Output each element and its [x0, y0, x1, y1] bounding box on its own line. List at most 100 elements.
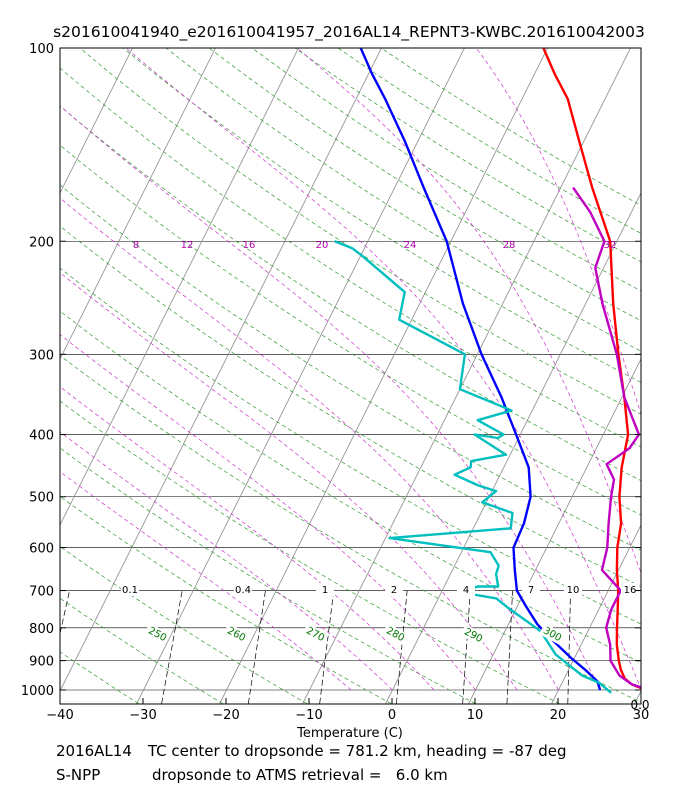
dry-adiabat-line [60, 225, 641, 588]
mixing-ratio-line [161, 590, 183, 704]
moist-adiabat-line [60, 105, 601, 691]
x-tick-label: 30 [633, 708, 650, 723]
skewt-chart: s201610041940_e201610041957_2016AL14_REP… [0, 0, 700, 740]
dry-adiabat-line [60, 144, 641, 516]
mixing-ratio-label-bg [522, 583, 540, 596]
mixing-ratio-label-bg [621, 583, 639, 596]
mixing-ratio-line [319, 590, 335, 704]
dry-adiabat-line [60, 597, 223, 704]
mixing-ratio-label: 16 [624, 585, 637, 596]
moist-adiabat-line [296, 48, 641, 574]
y-tick-label: 400 [29, 429, 54, 444]
dry-adiabat-line [165, 48, 641, 352]
moist-adiabat-line [60, 386, 435, 691]
x-tick-label: −30 [129, 708, 156, 723]
mixing-ratio-label-bg [385, 583, 403, 596]
mixing-ratio-label: 4 [463, 585, 469, 596]
chart-axes: −40 −30 −20 −10 0 10 20 30 100 200 300 400 500 600 700… [21, 42, 649, 723]
mixing-ratio-label-bg [316, 583, 334, 596]
y-tick-label: 100 [29, 42, 54, 57]
footer-storm-id: 2016AL14 [56, 742, 132, 760]
mixing-ratio-line [567, 590, 571, 704]
moist-adiabat-label: 24 [404, 240, 417, 251]
moist-adiabat-label: 12 [181, 240, 194, 251]
plot-frame [59, 47, 642, 705]
x-axis-label: Temperature (C) [296, 726, 403, 740]
moist-adiabat-label: 28 [503, 240, 516, 251]
dry-adiabat-line [60, 400, 560, 704]
x-tick-label: 20 [550, 708, 567, 723]
dry-adiabat-line [208, 48, 641, 322]
dry-adiabat-line [60, 355, 641, 703]
mixing-ratio-label: 0.1 [122, 585, 138, 596]
moist-adiabat-line [60, 197, 559, 691]
isotherm-line [219, 48, 548, 704]
mixing-ratio-label-bg [564, 583, 582, 596]
dry-adiabat-line [60, 105, 641, 482]
moist-adiabat-label: 16 [243, 240, 256, 251]
isotherm-line [60, 48, 299, 526]
isotherm-line [60, 48, 216, 360]
moist-adiabat-line [60, 471, 352, 691]
isotherm-line [302, 48, 631, 704]
footer-line-1: 2016AL14 TC center to dropsonde = 781.2 k… [56, 742, 567, 760]
y-tick-label: 500 [29, 491, 54, 506]
dry-adiabat-label-bg [381, 623, 409, 646]
chart-background [0, 0, 700, 740]
chart-series [334, 48, 641, 694]
isotherm-line [60, 48, 382, 692]
mixing-ratio-label-bg [121, 583, 139, 596]
moist-adiabat-label: 20 [316, 240, 329, 251]
red-temperature-line [542, 48, 641, 690]
mixing-ratio-label: 10 [567, 585, 580, 596]
x-tick-label: 10 [467, 708, 484, 723]
cyan-dewpoint-line [334, 240, 612, 694]
dry-adiabat-line [60, 495, 392, 704]
isotherm-line [385, 192, 641, 704]
mixing-ratio-label: 1 [322, 585, 328, 596]
moist-adiabat-line [125, 48, 641, 690]
mixing-ratio-label: 2 [391, 585, 397, 596]
corner-label: 0.0 [630, 698, 649, 712]
footer-satellite-id: S-NPP [56, 766, 101, 784]
moist-adiabat-label: 8 [133, 240, 139, 251]
chart-title: s201610041940_e201610041957_2016AL14_REP… [53, 23, 645, 42]
y-tick-label: 600 [29, 542, 54, 557]
dry-adiabat-label-bg [459, 624, 487, 647]
x-tick-label: −40 [46, 708, 73, 723]
x-tick-label: −10 [295, 708, 322, 723]
blue-dewpoint-line [359, 48, 602, 691]
footer-retrieval-text: dropsonde to ATMS retrieval = 6.0 km [152, 766, 448, 784]
dry-adiabat-label-bg [143, 623, 171, 646]
mixing-ratio-line [396, 590, 408, 704]
y-tick-label: 800 [29, 622, 54, 637]
moist-adiabat-line [60, 431, 393, 691]
x-tick-label: 0 [388, 708, 396, 723]
dry-adiabat-label-bg [222, 623, 250, 646]
dry-adiabat-line [60, 310, 641, 664]
dry-adiabat-label-bg [301, 623, 329, 646]
mixing-ratio-label-bg [234, 583, 252, 596]
y-tick-label: 900 [29, 655, 54, 670]
moist-adiabat-label: 32 [604, 240, 617, 251]
y-tick-label: 300 [29, 348, 54, 363]
moist-adiabat-line [60, 334, 476, 691]
isotherm-line [551, 524, 641, 704]
dry-adiabat-label-bg [538, 623, 566, 646]
chart-grid [60, 48, 641, 704]
dry-adiabat-line [60, 267, 641, 625]
moist-adiabat-line [60, 272, 518, 691]
isotherm-line [60, 48, 133, 194]
mixing-ratio-label: 7 [528, 585, 534, 596]
mixing-ratio-line [462, 590, 471, 704]
footer-line-2: S-NPP dropsonde to ATMS retrieval = 6.0 k… [56, 766, 448, 784]
magenta-temperature-line [572, 186, 641, 689]
x-tick-label: −20 [212, 708, 239, 723]
mixing-ratio-label: 0.4 [235, 585, 251, 596]
y-tick-label: 200 [29, 235, 54, 250]
y-tick-label: 1000 [21, 684, 54, 699]
footer-distance-text: TC center to dropsonde = 781.2 km, headi… [147, 742, 567, 760]
y-tick-label: 700 [29, 585, 54, 600]
mixing-ratio-line [248, 590, 266, 704]
isotherm-line [136, 48, 465, 704]
